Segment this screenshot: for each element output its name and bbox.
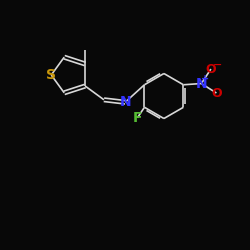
Text: −: − <box>212 60 222 70</box>
Text: +: + <box>201 74 209 84</box>
Text: O: O <box>206 62 216 76</box>
Text: O: O <box>211 86 222 100</box>
Text: N: N <box>196 76 207 90</box>
Text: N: N <box>119 95 131 109</box>
Text: S: S <box>46 68 56 82</box>
Text: F: F <box>133 111 142 125</box>
